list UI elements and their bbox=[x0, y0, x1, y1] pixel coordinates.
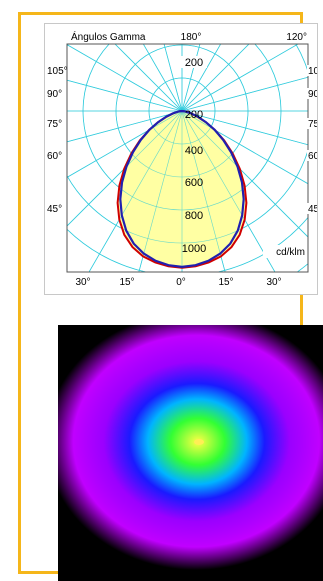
chart-title: Ángulos Gamma bbox=[71, 30, 146, 43]
angle-gridline-over bbox=[181, 44, 201, 112]
bottom-angle-label: 30° bbox=[75, 277, 90, 288]
radial-gridline-over bbox=[115, 44, 249, 178]
angle-gridline-over bbox=[181, 76, 308, 112]
illuminance-map bbox=[58, 325, 323, 581]
right-angle-label: 90° bbox=[308, 89, 317, 100]
angle-gridline-over bbox=[138, 110, 183, 272]
label-bg bbox=[46, 150, 66, 161]
illuminance-map-svg bbox=[58, 325, 323, 581]
angle-gridline-over bbox=[181, 44, 299, 112]
bottom-angle-label: 30° bbox=[266, 277, 281, 288]
unit-label: cd/klm bbox=[276, 247, 305, 258]
label-bg bbox=[307, 203, 317, 214]
label-bg bbox=[46, 65, 66, 76]
angle-gridline-over bbox=[181, 110, 226, 272]
luminaire-hotspot bbox=[194, 439, 204, 445]
radial-label-bg bbox=[181, 56, 207, 68]
illuminance-gradient bbox=[58, 325, 323, 581]
radial-value-label: 800 bbox=[185, 210, 203, 222]
bottom-angle-label: 15° bbox=[218, 277, 233, 288]
angle-gridline-over bbox=[181, 110, 308, 146]
top-angle-label: 180° bbox=[181, 32, 202, 43]
label-bg bbox=[307, 118, 317, 129]
radial-value-label: 600 bbox=[185, 177, 203, 189]
label-bg bbox=[46, 203, 66, 214]
angle-gridline-over bbox=[67, 110, 183, 227]
radial-value-label: 200 bbox=[185, 109, 203, 121]
unit-label-bg bbox=[263, 245, 307, 258]
radial-value-label: 400 bbox=[185, 145, 203, 157]
polar-chart-svg: Ángulos Gamma 180° 120° 105° 90° 75° 60° 45° 105… bbox=[46, 30, 317, 288]
angle-gridline-over bbox=[88, 110, 183, 272]
top-angle-label: 120° bbox=[286, 32, 307, 43]
label-bg bbox=[46, 88, 66, 99]
radial-value-label: 1000 bbox=[182, 243, 206, 255]
angle-gridline-over bbox=[181, 44, 222, 112]
radial-value-label: 200 bbox=[185, 57, 203, 69]
intensity-curve-2 bbox=[119, 109, 245, 269]
label-bg bbox=[46, 118, 66, 129]
angle-gridline-over bbox=[181, 110, 276, 272]
right-angle-label: 75° bbox=[308, 119, 317, 130]
label-bg bbox=[307, 88, 317, 99]
angle-gridline-over bbox=[67, 110, 183, 178]
left-angle-label: 105° bbox=[47, 66, 68, 77]
right-angle-label: 105° bbox=[308, 66, 317, 77]
radial-gridline-over bbox=[148, 77, 216, 145]
right-angle-label: 60° bbox=[308, 151, 317, 162]
bottom-angle-label: 0° bbox=[176, 277, 186, 288]
angle-gridline-over bbox=[163, 44, 183, 112]
angle-gridline-over bbox=[181, 44, 250, 112]
bottom-angle-label: 15° bbox=[119, 277, 134, 288]
left-angle-label: 90° bbox=[47, 89, 62, 100]
angle-gridline-over bbox=[67, 110, 183, 143]
angle-gridline-over bbox=[67, 44, 183, 112]
label-bg bbox=[307, 150, 317, 161]
polar-diagram: Ángulos Gamma 180° 120° 105° 90° 75° 60° 45° 105… bbox=[44, 23, 318, 295]
angle-gridline-over bbox=[181, 110, 308, 238]
left-angle-label: 45° bbox=[47, 204, 62, 215]
report-panel: Ángulos Gamma 180° 120° 105° 90° 75° 60° 45° 105… bbox=[18, 12, 323, 581]
angle-gridline-over bbox=[114, 44, 183, 112]
radial-gridline-over bbox=[67, 44, 308, 244]
left-angle-label: 75° bbox=[47, 119, 62, 130]
label-bg bbox=[307, 65, 317, 76]
radial-gridline-over bbox=[82, 44, 282, 211]
angle-gridline-over bbox=[181, 110, 308, 185]
left-angle-label: 60° bbox=[47, 151, 62, 162]
angle-gridline-over bbox=[142, 44, 183, 112]
angle-gridline-over bbox=[67, 79, 183, 112]
right-angle-label: 45° bbox=[308, 204, 317, 215]
